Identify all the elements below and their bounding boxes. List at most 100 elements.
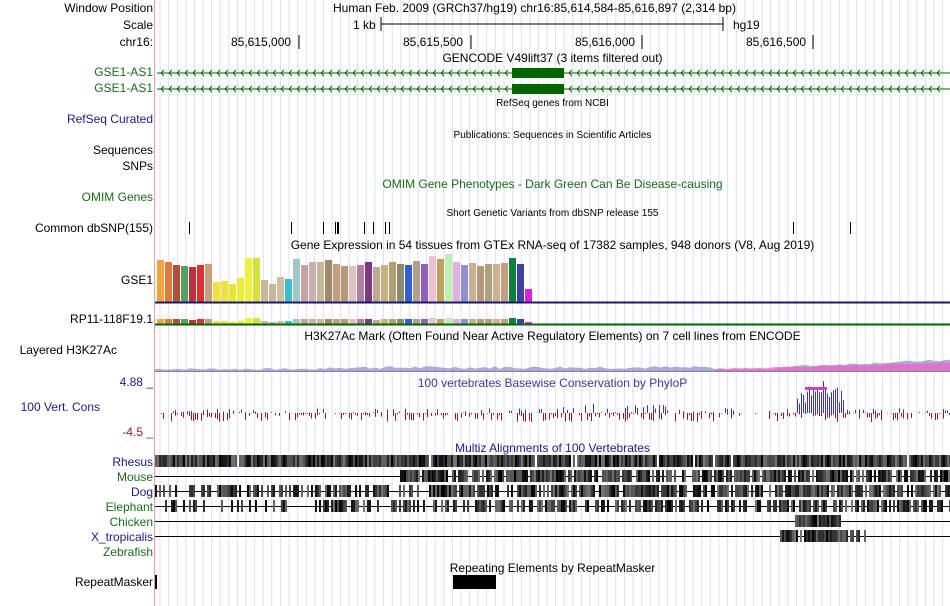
track-label-dbsnp[interactable]: Common dbSNP(155) (34, 221, 153, 235)
alignment-block (189, 455, 191, 467)
track-label-snps[interactable]: SNPs (122, 159, 153, 173)
gtex-tissue-bar (437, 319, 444, 324)
alignment-block (755, 455, 757, 467)
species-label-elephant[interactable]: Elephant (105, 500, 153, 514)
alignment-block (379, 485, 381, 497)
gtex-tissue-bar (429, 256, 436, 302)
track-label-sequences[interactable]: Sequences (92, 143, 153, 157)
track-label-gtex-rp11[interactable]: RP11-118F19.1 (70, 312, 153, 326)
alignment-block (885, 500, 887, 512)
strand-arrow (928, 85, 933, 93)
phylop-positive-bar (521, 410, 522, 413)
strand-arrow (456, 69, 461, 77)
alignment-block (335, 485, 337, 497)
strand-arrow (640, 69, 645, 77)
phylop-negative-bar (543, 413, 544, 421)
phylop-positive-bar (223, 411, 224, 413)
alignment-block (367, 455, 369, 467)
alignment-block (325, 455, 327, 467)
gtex-tissue-bar (205, 264, 212, 302)
track-label-phylop[interactable]: 100 Vert. Cons (20, 400, 100, 414)
alignment-block (553, 485, 555, 497)
track-label-omim[interactable]: OMIM Genes (81, 190, 153, 204)
phylop-positive-bar (481, 409, 482, 413)
gtex-tissue-bar (373, 267, 380, 302)
alignment-block (291, 455, 293, 467)
phylop-positive-bar (627, 405, 628, 413)
alignment-block (590, 470, 592, 482)
species-label-zebrafish[interactable]: Zebrafish (102, 545, 153, 559)
alignment-block (618, 470, 620, 482)
alignment-block (817, 515, 819, 527)
alignment-block (637, 500, 639, 512)
alignment-block (219, 455, 221, 467)
alignment-block (633, 485, 635, 497)
alignment-block (337, 500, 339, 512)
alignment-block (770, 470, 772, 482)
alignment-block (715, 455, 717, 467)
alignment-block (855, 485, 857, 497)
track-label-h3k27ac[interactable]: Layered H3K27Ac (19, 343, 117, 357)
phylop-negative-bar (455, 413, 456, 420)
alignment-block (596, 470, 598, 482)
track-label-gtex-gse1[interactable]: GSE1 (120, 273, 153, 287)
strand-arrow (416, 69, 421, 77)
track-label-gencode-2[interactable]: GSE1-AS1 (94, 81, 153, 95)
alignment-block (239, 455, 241, 467)
alignment-block (424, 470, 426, 482)
alignment-block (255, 455, 257, 467)
phylop-negative-bar (279, 413, 280, 416)
alignment-block (815, 485, 817, 497)
phylop-positive-bar (573, 408, 574, 413)
strand-arrow (304, 85, 309, 93)
alignment-block (293, 455, 295, 467)
snp-tick (323, 222, 324, 234)
phylop-negative-bar (481, 413, 482, 416)
phylop-positive-bar (835, 389, 836, 413)
strand-arrow (480, 85, 485, 93)
phylop-positive-bar (203, 410, 204, 413)
alignment-block (887, 455, 889, 467)
alignment-block (665, 485, 667, 497)
track-label-refseq[interactable]: RefSeq Curated (66, 112, 153, 126)
alignment-block (609, 485, 611, 497)
gtex-bars-rp11 (157, 318, 532, 324)
alignment-block (607, 455, 609, 467)
alignment-block (907, 500, 909, 512)
alignment-block (782, 470, 784, 482)
phylop-negative-bar (887, 413, 888, 414)
species-label-dog[interactable]: Dog (130, 485, 153, 499)
track-label-gencode-1[interactable]: GSE1-AS1 (94, 65, 153, 79)
species-label-chicken[interactable]: Chicken (109, 515, 153, 529)
alignment-block (933, 485, 935, 497)
phylop-positive-bar (375, 408, 376, 413)
alignment-block (185, 455, 187, 467)
species-label-xtropicalis[interactable]: X_tropicalis (90, 530, 153, 544)
alignment-block (221, 500, 223, 512)
phylop-positive-bar (271, 412, 272, 413)
alignment-block (774, 470, 776, 482)
alignment-block (658, 470, 660, 482)
alignment-block (818, 530, 820, 542)
phylop-negative-bar (605, 413, 606, 416)
alignment-block (861, 500, 863, 512)
phylop-negative-bar (471, 413, 472, 415)
alignment-block (557, 455, 559, 467)
phylop-positive-bar (463, 412, 464, 413)
alignment-block (403, 500, 405, 512)
alignment-block (843, 455, 845, 467)
phylop-negative-bar (435, 413, 436, 416)
alignment-block (775, 500, 777, 512)
alignment-block (845, 455, 847, 467)
track-canvas[interactable] (155, 0, 950, 606)
phylop-negative-bar (891, 413, 892, 414)
gtex-tissue-bar (421, 319, 428, 324)
phylop-positive-bar (849, 411, 850, 413)
alignment-block (946, 470, 948, 482)
phylop-positive-bar (705, 411, 706, 413)
alignment-block (411, 455, 413, 467)
species-label-mouse[interactable]: Mouse (116, 470, 153, 484)
species-label-rhesus[interactable]: Rhesus (112, 455, 153, 469)
track-label-repeatmasker[interactable]: RepeatMasker (74, 575, 153, 589)
